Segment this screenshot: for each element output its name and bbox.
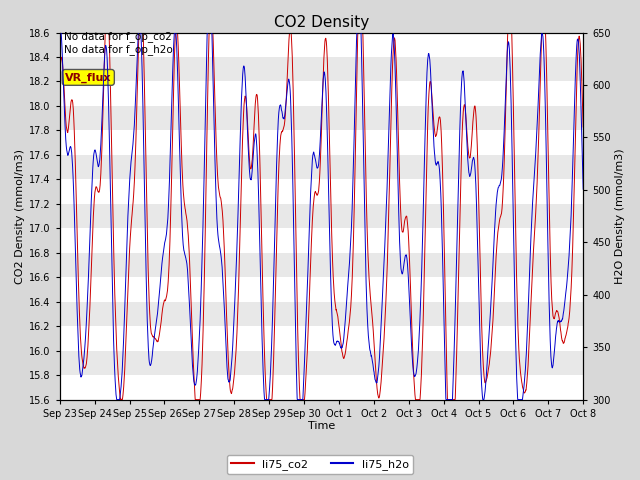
- Legend: li75_co2, li75_h2o: li75_co2, li75_h2o: [227, 455, 413, 474]
- Bar: [60, 180, 583, 204]
- Y-axis label: H2O Density (mmol/m3): H2O Density (mmol/m3): [615, 148, 625, 284]
- Bar: [60, 228, 583, 253]
- Y-axis label: CO2 Density (mmol/m3): CO2 Density (mmol/m3): [15, 149, 25, 284]
- Bar: [60, 326, 583, 351]
- Bar: [60, 277, 583, 302]
- Bar: [60, 82, 583, 106]
- Title: CO2 Density: CO2 Density: [274, 15, 369, 30]
- Text: VR_flux: VR_flux: [65, 72, 111, 83]
- Text: No data for f_op_co2
No data for f_op_h2o: No data for f_op_co2 No data for f_op_h2…: [64, 31, 173, 55]
- Bar: [60, 131, 583, 155]
- X-axis label: Time: Time: [308, 421, 335, 432]
- Bar: [60, 375, 583, 399]
- Bar: [60, 33, 583, 57]
